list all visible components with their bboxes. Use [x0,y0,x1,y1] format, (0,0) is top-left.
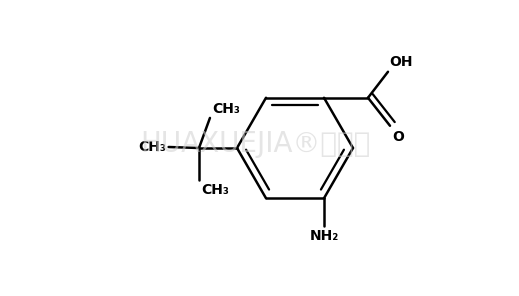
Text: O: O [392,130,404,144]
Text: CH₃: CH₃ [201,183,229,197]
Text: CH₃: CH₃ [212,102,240,116]
Text: NH₂: NH₂ [309,229,338,243]
Text: HUAXUEJIA®化学加: HUAXUEJIA®化学加 [140,130,370,158]
Text: CH₃: CH₃ [139,140,167,154]
Text: OH: OH [389,55,413,69]
